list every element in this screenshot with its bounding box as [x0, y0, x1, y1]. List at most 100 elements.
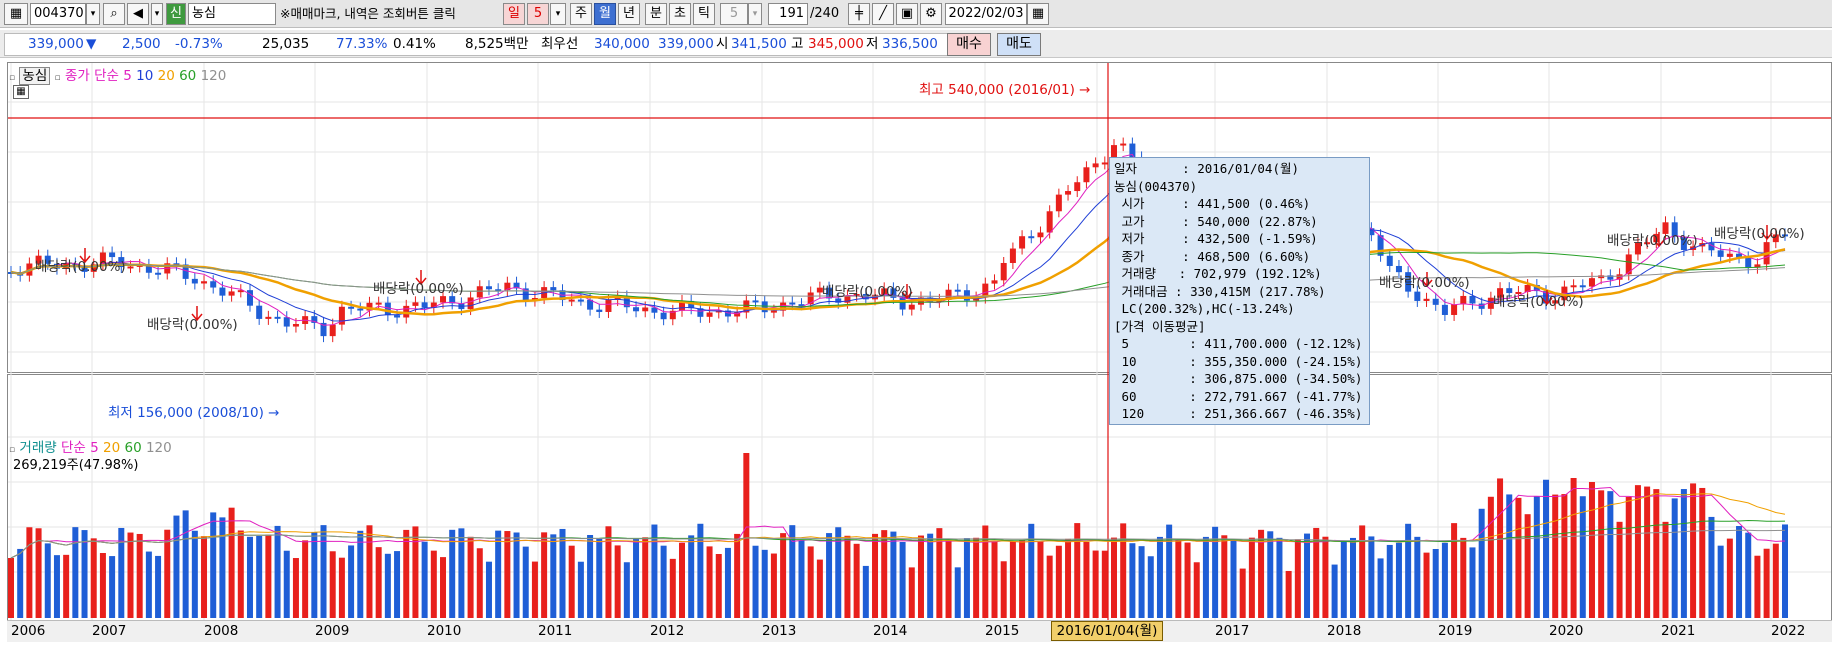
volume-bar [1598, 490, 1605, 618]
volume-bar [1386, 544, 1393, 618]
candle-body [1506, 288, 1513, 294]
search-icon[interactable]: ⌕ [103, 3, 125, 25]
period-second-button[interactable]: 초 [669, 3, 691, 25]
candle-body [421, 302, 428, 308]
stock-code-input[interactable]: 004370 [30, 3, 86, 25]
volume-bar [973, 537, 980, 618]
tooltip-row: 60 : 272,791.667 (-41.77%) [1114, 388, 1363, 404]
chart-area[interactable]: ▫ 농심 ▫ 종가 단순 5 10 20 60 120 ▦ 최고 540,000… [7, 62, 1832, 622]
code-dropdown-icon[interactable]: ▾ [86, 3, 100, 25]
best-bid: 339,000 [658, 36, 714, 52]
volume-bar [430, 550, 437, 618]
stock-name-field[interactable]: 농심 [188, 3, 276, 25]
buy-button[interactable]: 매수 [947, 33, 991, 56]
candle-body [568, 299, 575, 302]
candle-body [642, 307, 649, 312]
candle-body [1487, 297, 1494, 309]
volume-bar [1202, 536, 1209, 618]
legend-stock-name[interactable]: 농심 [19, 67, 51, 85]
period-day-button[interactable]: 일 [503, 3, 525, 25]
stock-badge: 신 [166, 3, 186, 25]
volume-bar [862, 565, 869, 618]
volume-bar [449, 529, 456, 618]
candle-body [816, 287, 823, 293]
volume-bar [53, 555, 60, 618]
volume-bar [1405, 523, 1412, 618]
volume-bar [633, 538, 640, 618]
tooltip-row: 거래대금 : 330,415M (217.78%) [1114, 283, 1326, 299]
trade-amount: 8,525백만 [465, 36, 529, 52]
candle-body [155, 272, 162, 275]
legend-volume-name[interactable]: 거래량 [19, 440, 57, 456]
candle-body [954, 289, 961, 292]
high-price: 345,000 [808, 36, 864, 52]
low-label: 저 [866, 36, 879, 52]
hint-text: ※매매마크, 내역은 조회버튼 클릭 [280, 6, 456, 21]
candle-body [90, 264, 97, 272]
speaker-dropdown-icon[interactable]: ▾ [151, 3, 163, 25]
volume-bar [743, 453, 750, 618]
save-icon[interactable]: ▣ [896, 3, 918, 25]
candle-body [706, 312, 713, 317]
volume-bar [605, 526, 612, 618]
period-year-button[interactable]: 년 [618, 3, 640, 25]
vma5-line [10, 486, 1786, 559]
volume-bar [1258, 529, 1265, 618]
volume-bar [1414, 536, 1421, 618]
volume-bar [458, 528, 465, 618]
volume-ratio: 77.33% [336, 36, 388, 52]
legend-price-type[interactable]: 종가 단순 [64, 68, 119, 84]
volume-bar [467, 536, 474, 618]
tooltip-row: 5 : 411,700.000 (-12.12%) [1114, 336, 1363, 351]
grid-icon[interactable]: ▦ [13, 85, 29, 99]
candle-body [495, 289, 502, 292]
candle-body [1497, 288, 1504, 298]
volume-bar [1359, 525, 1366, 618]
volume-bar [881, 530, 888, 618]
period-week-button[interactable]: 주 [570, 3, 592, 25]
legend-volume-type[interactable]: 단순 [60, 440, 86, 456]
candle-body [1478, 303, 1485, 309]
period-month-button[interactable]: 월 [594, 3, 616, 25]
volume-bar [26, 527, 33, 618]
volume-bar [35, 528, 42, 618]
chart-canvas[interactable] [7, 62, 1832, 622]
candle-body [1772, 234, 1779, 243]
volume-bar [1221, 535, 1228, 618]
crosshair-date-label: 2016/01/04(월) [1051, 621, 1163, 641]
indicator-icon[interactable]: ╪ [848, 3, 870, 25]
candle-body [320, 322, 327, 337]
period-dropdown-icon[interactable]: ▾ [550, 3, 566, 25]
volume-bar [1588, 482, 1595, 618]
candle-body [81, 265, 88, 272]
high-annotation: 최고 540,000 (2016/01) → [919, 82, 1091, 98]
candle-body [853, 294, 860, 297]
volume-bar [1478, 508, 1485, 618]
candle-body [485, 286, 492, 290]
draw-line-icon[interactable]: ╱ [872, 3, 894, 25]
candle-body [1616, 274, 1623, 280]
layout-icon[interactable]: ▦ [4, 3, 28, 25]
volume-bar [274, 525, 281, 618]
calendar-icon[interactable]: ▦ [1027, 3, 1049, 25]
candle-body [1745, 257, 1752, 268]
dividend-annotation: 배당락(0.00%) [1714, 226, 1805, 242]
candle-body [1120, 143, 1127, 146]
period-minute-button[interactable]: 분 [645, 3, 667, 25]
period-value-field[interactable]: 5 [527, 3, 549, 25]
volume-bar [1294, 539, 1301, 618]
interval-dropdown-icon[interactable]: ▾ [748, 3, 762, 25]
dividend-arrow [901, 284, 913, 300]
date-input[interactable]: 2022/02/03 [945, 3, 1027, 25]
speaker-icon[interactable]: ◀ [127, 3, 149, 25]
candle-body [1000, 262, 1007, 281]
volume-bar [688, 535, 695, 618]
candle-body [35, 255, 42, 264]
candle-body [633, 307, 640, 312]
interval-field[interactable]: 5 [720, 3, 748, 25]
period-tick-button[interactable]: 틱 [693, 3, 715, 25]
sell-button[interactable]: 매도 [997, 33, 1041, 56]
volume-bar [982, 525, 989, 618]
count-input[interactable]: 191 [768, 3, 808, 25]
gear-icon[interactable]: ⚙ [920, 3, 942, 25]
